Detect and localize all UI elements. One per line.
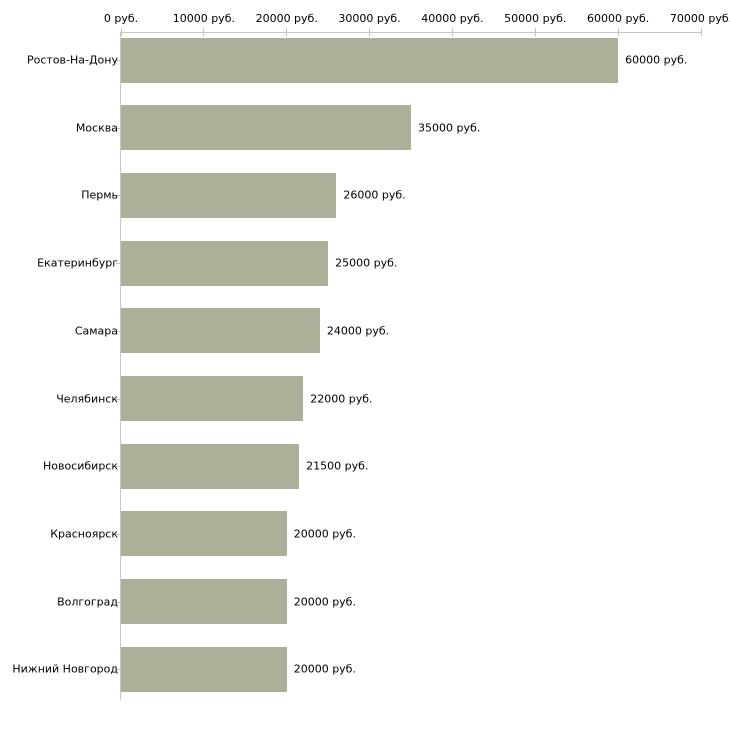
category-label: Пермь <box>81 188 118 202</box>
x-axis-tick-label: 60000 руб. <box>587 12 650 25</box>
value-label: 26000 руб. <box>343 188 406 202</box>
bar-Челябинск <box>121 376 304 421</box>
y-axis-tick <box>116 601 120 603</box>
bar-Волгоград <box>121 579 287 625</box>
x-axis-tick-label: 0 руб. <box>103 12 139 25</box>
y-axis-tick <box>116 533 120 535</box>
x-axis-tick <box>534 28 536 36</box>
bar-Красноярск <box>121 511 287 557</box>
x-axis-tick <box>369 28 371 36</box>
bar-Самара <box>121 308 320 354</box>
value-label: 20000 руб. <box>293 527 356 541</box>
bar-Новосибирск <box>121 443 300 489</box>
x-axis-tick <box>286 28 288 36</box>
value-label: 20000 руб. <box>293 595 356 609</box>
x-axis-line <box>120 32 702 33</box>
y-axis-tick <box>116 263 120 265</box>
value-label: 60000 руб. <box>625 53 688 67</box>
category-label: Красноярск <box>50 527 118 541</box>
x-axis-tick-label: 40000 руб. <box>421 12 484 25</box>
value-label: 24000 руб. <box>326 324 390 338</box>
category-label: Нижний Новгород <box>12 662 118 676</box>
category-label: Ростов-На-Дону <box>26 53 118 67</box>
x-axis-tick-label: 50000 руб. <box>504 12 567 25</box>
category-label: Новосибирск <box>42 459 118 473</box>
y-axis-tick <box>116 127 120 129</box>
value-label: 21500 руб. <box>306 459 369 473</box>
y-axis-tick <box>116 669 120 671</box>
value-label: 35000 руб. <box>418 121 481 135</box>
x-axis-tick <box>617 28 619 36</box>
y-axis-tick <box>116 398 120 400</box>
x-axis-tick <box>700 28 702 36</box>
bar-Пермь <box>121 172 337 218</box>
category-label: Самара <box>74 324 118 338</box>
y-axis-tick <box>116 466 120 468</box>
x-axis-tick <box>120 28 122 36</box>
x-axis-tick-label: 10000 руб. <box>172 12 235 25</box>
bar-Нижний Новгород <box>121 646 287 692</box>
category-label: Москва <box>75 121 118 135</box>
x-axis-tick-label: 70000 руб. <box>669 12 730 25</box>
y-axis-tick <box>116 195 120 197</box>
bar-Екатеринбург <box>121 240 329 286</box>
bar-Ростов-На-Дону <box>121 37 619 83</box>
x-axis-tick <box>451 28 453 36</box>
y-axis-tick <box>116 60 120 61</box>
y-axis-line <box>120 32 121 700</box>
value-label: 25000 руб. <box>335 256 398 270</box>
value-label: 20000 руб. <box>293 662 356 676</box>
category-label: Волгоград <box>57 595 118 609</box>
y-axis-tick <box>116 330 120 332</box>
x-axis-tick <box>203 28 205 36</box>
x-axis-tick-label: 20000 руб. <box>255 12 318 25</box>
x-axis-tick-label: 30000 руб. <box>338 12 401 25</box>
bar-Москва <box>121 105 411 151</box>
category-label: Челябинск <box>56 392 118 405</box>
value-label: 22000 руб. <box>310 392 373 405</box>
category-label: Екатеринбург <box>37 256 118 270</box>
